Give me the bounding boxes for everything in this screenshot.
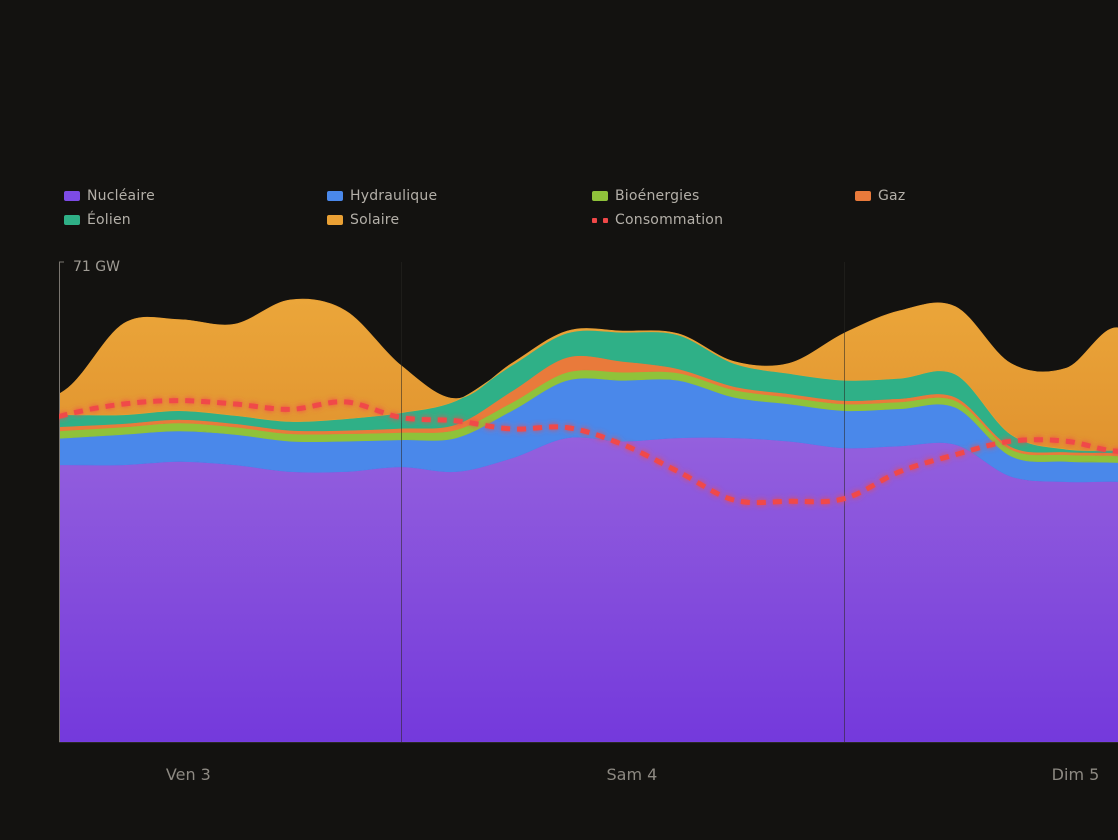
y-max-label: 71 GW xyxy=(73,259,120,275)
legend-label-bioenergies: Bioénergies xyxy=(615,188,700,204)
x-tick-label: Sam 4 xyxy=(607,765,658,784)
legend-item-gaz[interactable]: Gaz xyxy=(855,186,905,206)
legend-swatch-eolien xyxy=(64,215,80,225)
legend-label-solaire: Solaire xyxy=(350,212,400,228)
legend-item-eolien[interactable]: Éolien xyxy=(64,210,131,230)
legend-swatch-hydraulique xyxy=(327,191,343,201)
line-consommation[interactable] xyxy=(13,398,1118,517)
day-separators xyxy=(401,262,845,742)
legend-item-consommation[interactable]: Consommation xyxy=(592,210,723,230)
x-axis-ticks: Ven 3 Sam 4 Dim 5 xyxy=(166,765,1099,784)
stacked-areas xyxy=(13,298,1118,742)
legend-item-nucleaire[interactable]: Nucléaire xyxy=(64,186,155,206)
area-nucleaire[interactable] xyxy=(13,436,1118,742)
legend-label-gaz: Gaz xyxy=(878,188,906,204)
legend-item-bioenergies[interactable]: Bioénergies xyxy=(592,186,700,206)
legend-label-eolien: Éolien xyxy=(87,212,131,228)
x-tick-label: Dim 5 xyxy=(1052,765,1100,784)
legend-label-hydraulique: Hydraulique xyxy=(350,188,438,204)
legend-swatch-solaire xyxy=(327,215,343,225)
legend-swatch-consommation xyxy=(592,215,608,225)
y-axis-line xyxy=(59,261,64,742)
y-axis: 71 GW xyxy=(59,259,1118,743)
legend-swatch-nucleaire xyxy=(64,191,80,201)
legend-swatch-bioenergies xyxy=(592,191,608,201)
legend-item-solaire[interactable]: Solaire xyxy=(327,210,399,230)
x-tick-label: Ven 3 xyxy=(166,765,211,784)
legend-label-consommation: Consommation xyxy=(615,212,724,228)
consumption-line xyxy=(13,398,1118,517)
area-solaire[interactable] xyxy=(13,298,1118,458)
legend-item-hydraulique[interactable]: Hydraulique xyxy=(327,186,437,206)
legend-swatch-gaz xyxy=(855,191,871,201)
legend-label-nucleaire: Nucléaire xyxy=(87,188,155,204)
